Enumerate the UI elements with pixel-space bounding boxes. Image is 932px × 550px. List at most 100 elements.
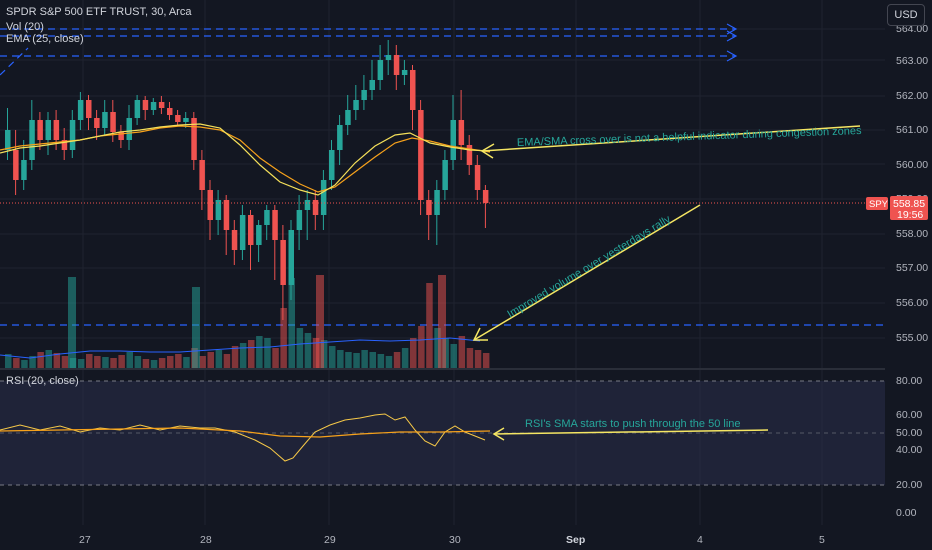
volume-bar	[316, 275, 324, 368]
volume-bar	[215, 350, 223, 368]
volume-bar	[474, 350, 482, 368]
volume-bar	[296, 328, 304, 368]
price-tag-value: 558.85	[893, 198, 925, 210]
rsi-tick: 50.00	[896, 427, 922, 439]
currency-button[interactable]: USD	[887, 4, 925, 26]
price-tick: 556.00	[896, 297, 928, 309]
sma-line	[0, 123, 491, 196]
candle-body	[126, 118, 132, 140]
volume-bar	[482, 353, 490, 368]
price-tick: 558.00	[896, 228, 928, 240]
level-arrow-2	[726, 30, 738, 42]
volume-bar	[134, 356, 142, 368]
rsi-indicator-label[interactable]: RSI (20, close)	[6, 375, 79, 387]
rsi-tick: 60.00	[896, 409, 922, 421]
volume-bar	[264, 338, 271, 368]
volume-bar	[183, 357, 190, 368]
time-label: 4	[697, 534, 703, 546]
volume-note-arrow-line	[473, 204, 701, 341]
symbol-tag	[866, 197, 888, 210]
volume-bar	[418, 326, 425, 368]
time-label: 30	[449, 534, 461, 546]
price-tick: 557.00	[896, 262, 928, 274]
ema-indicator-label[interactable]: EMA (25, close)	[6, 33, 84, 45]
volume-bar	[337, 350, 344, 368]
candle-body	[272, 210, 278, 240]
trend-line-left	[0, 47, 29, 76]
ema-note-arrow-line	[481, 125, 861, 152]
volume-bar	[77, 359, 85, 368]
candle-body	[353, 100, 359, 110]
volume-bar	[377, 354, 385, 368]
volume-bar	[142, 359, 150, 368]
volume-bars	[5, 275, 490, 368]
candle-body	[345, 110, 351, 125]
time-label: 27	[79, 534, 91, 546]
rsi-note-arrow-line	[493, 429, 769, 435]
time-axis[interactable]: 27 28 29 30 Sep 4 5	[79, 534, 825, 546]
time-label: 5	[819, 534, 825, 546]
candle-body	[37, 120, 43, 140]
candle-body	[110, 112, 116, 132]
candle-body	[167, 108, 173, 115]
volume-bar	[150, 360, 158, 368]
price-tick: 563.00	[896, 55, 928, 67]
candle-body	[5, 130, 11, 150]
candle-body	[320, 180, 327, 215]
candle-body	[361, 90, 367, 100]
volume-indicator-label[interactable]: Vol (20)	[6, 21, 44, 33]
volume-bar	[167, 356, 174, 368]
price-tick: 562.00	[896, 90, 928, 102]
volume-bar	[86, 354, 93, 368]
symbol-title[interactable]: SPDR S&P 500 ETF TRUST, 30, Arca	[6, 6, 192, 18]
volume-bar	[353, 353, 360, 368]
volume-bar	[450, 344, 457, 368]
volume-bar	[110, 358, 117, 368]
volume-bar	[361, 350, 368, 368]
volume-bar	[272, 348, 279, 368]
volume-bar	[345, 352, 352, 368]
candle-body	[256, 225, 262, 245]
ema-sma-note: EMA/SMA cross over is not a helpful indi…	[517, 125, 863, 149]
rsi-axis[interactable]: 80.00 60.00 50.00 40.00 20.00 0.00	[896, 375, 922, 519]
candlestick-series[interactable]	[5, 40, 489, 320]
volume-bar	[426, 283, 433, 368]
candle-body	[466, 145, 473, 165]
price-tick: 555.00	[896, 332, 928, 344]
price-tag-countdown: 19:56	[897, 209, 923, 221]
annotations[interactable]	[472, 125, 861, 441]
volume-bar	[13, 358, 20, 368]
volume-bar	[45, 350, 52, 368]
volume-bar	[29, 356, 36, 368]
level-lines[interactable]	[0, 23, 885, 326]
candle-body	[223, 200, 230, 230]
candle-body	[215, 200, 222, 220]
volume-bar	[239, 343, 247, 368]
candle-body	[29, 120, 35, 160]
candle-body	[199, 160, 205, 190]
price-axis[interactable]: 564.00 563.00 562.00 561.00 560.00 559.0…	[896, 23, 928, 344]
candle-body	[264, 210, 270, 225]
rsi-note-arrow-head	[492, 427, 505, 441]
candle-body	[248, 215, 254, 245]
volume-bar	[118, 355, 125, 368]
price-tag	[890, 196, 928, 220]
level-arrow-3	[726, 50, 738, 62]
candle-body	[102, 112, 108, 128]
volume-bar	[385, 356, 393, 368]
candle-body	[53, 120, 60, 140]
volume-ma-line	[0, 337, 481, 359]
volume-bar	[199, 356, 206, 368]
volume-bar	[102, 357, 109, 368]
candle-body	[337, 125, 343, 150]
volume-bar	[37, 352, 44, 368]
volume-bar	[126, 352, 133, 368]
candle-body	[77, 100, 84, 120]
ema-note-arrow-head	[480, 143, 495, 159]
candle-body	[450, 120, 456, 160]
volume-bar	[223, 354, 231, 368]
candle-body	[312, 200, 319, 215]
candle-body	[150, 102, 157, 110]
candle-body	[288, 230, 294, 285]
